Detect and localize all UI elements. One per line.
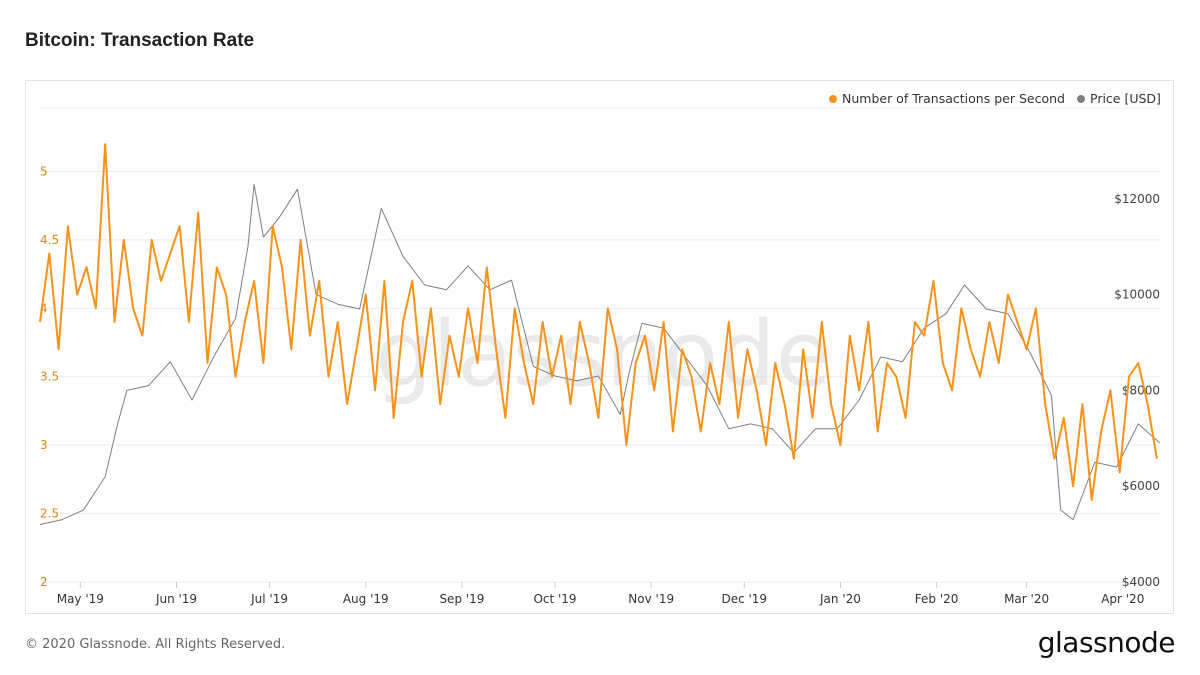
- transactions-series-line[interactable]: [39, 143, 1158, 501]
- legend-dot-transactions: [829, 95, 837, 103]
- x-tick-label: Jan '20: [819, 592, 861, 606]
- x-tick-label: Mar '20: [1004, 592, 1049, 606]
- legend[interactable]: Number of Transactions per Second Price …: [829, 91, 1161, 106]
- left-axis: 2 2.5 3 3.5 4 4.5 5: [40, 164, 59, 589]
- series-lines: [39, 143, 1161, 525]
- x-tick-label: Aug '19: [343, 592, 389, 606]
- left-tick-label: 4.5: [40, 233, 59, 247]
- left-tick-label: 2: [40, 575, 48, 589]
- right-axis: $4000 $6000 $8000 $10000 $12000: [1114, 192, 1160, 589]
- x-tick-label: Feb '20: [915, 592, 959, 606]
- left-tick-label: 3: [40, 438, 48, 452]
- grid-lines: [40, 107, 1160, 583]
- x-tick-label: Dec '19: [721, 592, 767, 606]
- copyright-notice: © 2020 Glassnode. All Rights Reserved.: [25, 637, 286, 652]
- chart-frame: [25, 80, 1174, 614]
- left-tick-label: 5: [40, 164, 48, 178]
- left-tick-label: 3.5: [40, 370, 59, 384]
- right-tick-label: $6000: [1122, 479, 1160, 493]
- right-tick-label: $10000: [1114, 288, 1160, 302]
- price-series-line[interactable]: [39, 183, 1161, 525]
- x-tick-label: Apr '20: [1101, 592, 1144, 606]
- left-tick-label: 2.5: [40, 507, 59, 521]
- right-tick-label: $12000: [1114, 192, 1160, 206]
- legend-label-transactions[interactable]: Number of Transactions per Second: [842, 91, 1065, 106]
- page-title: Bitcoin: Transaction Rate: [25, 30, 255, 51]
- x-tick-label: Nov '19: [628, 592, 674, 606]
- x-axis: May '19 Jun '19 Jul '19 Aug '19 Sep '19 Oct '…: [57, 582, 1144, 606]
- legend-dot-price: [1077, 95, 1085, 103]
- glassnode-logo[interactable]: glassnode: [1037, 626, 1176, 659]
- right-tick-label: $8000: [1122, 383, 1160, 397]
- x-tick-label: May '19: [57, 592, 104, 606]
- left-tick-label: 4: [40, 301, 48, 315]
- right-tick-label: $4000: [1122, 575, 1160, 589]
- x-tick-label: Jun '19: [155, 592, 197, 606]
- legend-label-price[interactable]: Price [USD]: [1090, 91, 1161, 106]
- x-tick-label: Sep '19: [439, 592, 484, 606]
- x-tick-label: Jul '19: [250, 592, 288, 606]
- x-tick-label: Oct '19: [533, 592, 576, 606]
